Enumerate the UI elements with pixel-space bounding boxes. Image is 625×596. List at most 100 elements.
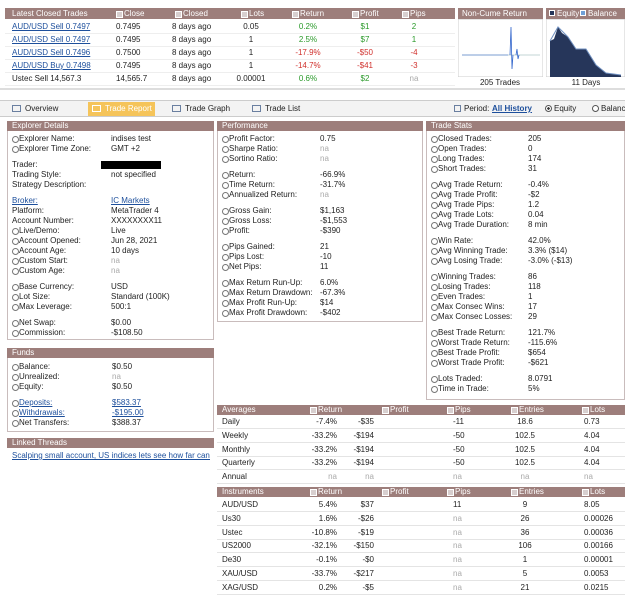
- row-line: [217, 552, 625, 554]
- trade-cell: 8 days ago: [172, 35, 212, 44]
- sort-icon: [116, 11, 123, 18]
- field-label[interactable]: Broker:: [12, 196, 38, 205]
- table-cell: -33.2%: [311, 458, 337, 468]
- trade-name[interactable]: AUD/USD Buy 0.7498: [12, 61, 91, 70]
- info-icon: [431, 166, 438, 173]
- field-value[interactable]: -$195.00: [112, 408, 144, 417]
- table-cell: 21: [520, 582, 530, 592]
- field-value: -115.6%: [528, 338, 558, 347]
- field-label: Even Trades:: [438, 292, 486, 301]
- info-icon: [12, 420, 19, 427]
- field-value: 0: [528, 144, 533, 153]
- field-label: Custom Start:: [19, 256, 68, 265]
- table-cell: -$217: [353, 569, 374, 578]
- trade-cell: 0.05: [243, 22, 259, 31]
- info-icon: [12, 146, 19, 153]
- row-label: Monthly: [222, 444, 251, 454]
- info-icon: [431, 330, 438, 337]
- tab[interactable]: Trade Graph: [185, 104, 231, 113]
- row-line: [217, 524, 625, 526]
- field-label: Live/Demo:: [19, 226, 60, 235]
- info-icon: [12, 268, 19, 275]
- field-label: Trading Style:: [12, 170, 62, 179]
- info-icon: [431, 212, 438, 219]
- trade-name[interactable]: AUD/USD Sell 0.7496: [12, 48, 91, 57]
- panel-title: Trade Stats: [431, 121, 473, 130]
- tab[interactable]: Overview: [25, 104, 59, 113]
- trade-cell: 8 days ago: [172, 48, 212, 57]
- field-label: Sortino Ratio:: [229, 154, 278, 163]
- table-cell: na: [584, 472, 593, 482]
- table-cell: 5.4%: [318, 500, 337, 509]
- field-label: Gross Loss:: [229, 216, 272, 225]
- row-line: [217, 428, 625, 429]
- field-value: Standard (100K): [111, 292, 170, 301]
- info-icon: [12, 248, 19, 255]
- trade-cell: -3: [410, 61, 418, 70]
- field-value[interactable]: IC Markets: [111, 196, 150, 205]
- trade-cell: 0.6%: [298, 74, 318, 83]
- field-value: 121.7%: [528, 328, 556, 337]
- field-value: -0.4%: [528, 180, 549, 189]
- thread-link[interactable]: Scalping small account, US indices lets …: [12, 451, 210, 460]
- field-label: Avg Trade Lots:: [438, 210, 494, 219]
- trade-name[interactable]: AUD/USD Sell 0.7497: [12, 22, 91, 31]
- info-icon: [12, 364, 19, 371]
- sort-icon: [511, 489, 518, 496]
- info-icon: [431, 360, 438, 367]
- sort-icon: [382, 407, 389, 414]
- table-header: [5, 8, 455, 19]
- trade-cell: 8 days ago: [172, 74, 212, 83]
- trade-name[interactable]: AUD/USD Sell 0.7497: [12, 35, 91, 44]
- field-label[interactable]: Withdrawals:: [19, 408, 65, 417]
- field-value: 1.2: [528, 200, 540, 209]
- field-label: Winning Trades:: [438, 272, 496, 281]
- info-icon: [431, 294, 438, 301]
- redacted: [101, 161, 161, 169]
- info-icon: [431, 284, 438, 291]
- info-icon: [222, 310, 229, 317]
- panel-title: Funds: [12, 348, 35, 357]
- field-value: -$402: [320, 308, 341, 317]
- row-label: XAU/USD: [222, 569, 258, 578]
- field-value: 3.3% ($14): [528, 246, 568, 255]
- column-header: Return: [318, 405, 343, 414]
- sort-icon: [241, 11, 248, 18]
- field-value: $0.00: [111, 318, 132, 327]
- tab-active: [88, 102, 155, 116]
- table-cell: na: [328, 472, 337, 482]
- column-header: Averages: [222, 405, 256, 414]
- info-icon: [12, 320, 19, 327]
- field-value: na: [111, 266, 120, 275]
- radio: [592, 105, 599, 112]
- period-icon: [454, 105, 461, 112]
- trade-cell: 0.2%: [298, 22, 318, 31]
- trade-cell: 1: [248, 35, 254, 44]
- tab[interactable]: Trade Report: [105, 104, 152, 113]
- table-cell: 102.5: [514, 444, 536, 454]
- field-value: $0.50: [112, 382, 133, 391]
- table-cell: -50: [453, 430, 465, 440]
- table-cell: -$150: [353, 541, 374, 551]
- table-cell: -11: [453, 417, 464, 426]
- legend-label: Balance: [588, 9, 617, 18]
- info-icon: [12, 228, 19, 235]
- period-value[interactable]: All History: [492, 104, 533, 113]
- panel-title: Performance: [222, 121, 268, 130]
- chart-footer: 205 Trades: [479, 78, 521, 87]
- field-label: Time Return:: [229, 180, 275, 189]
- field-value[interactable]: $583.37: [112, 398, 141, 407]
- field-label[interactable]: Deposits:: [19, 398, 53, 407]
- sort-icon: [447, 489, 454, 496]
- tab[interactable]: Trade List: [265, 104, 301, 113]
- mode-label[interactable]: Balance: [601, 104, 625, 113]
- info-icon: [222, 290, 229, 297]
- field-value: 29: [528, 312, 537, 321]
- table-cell: 5: [522, 569, 528, 578]
- mode-label[interactable]: Equity: [554, 104, 577, 113]
- info-icon: [222, 228, 229, 235]
- field-value: 8.0791: [528, 374, 553, 383]
- radio: [545, 105, 552, 112]
- field-value: 11: [320, 262, 329, 271]
- field-label: Annualized Return:: [229, 190, 298, 199]
